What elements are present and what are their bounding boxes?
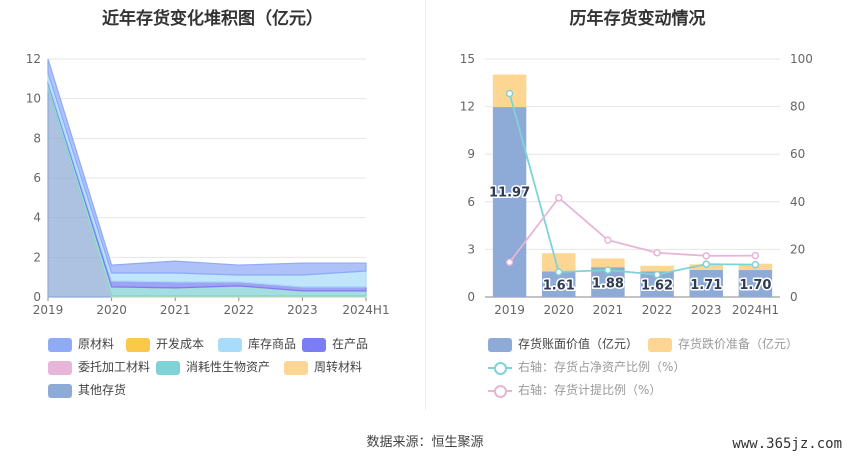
- legend-item-raw-materials[interactable]: 原材料: [48, 336, 114, 352]
- y-right-tick-label: 60: [790, 147, 805, 161]
- legend-swatch: [48, 383, 72, 398]
- line-point: [751, 251, 760, 260]
- bar-value-label: 1.70: [739, 278, 771, 293]
- bar-book-value: [689, 269, 723, 297]
- x-tick-label: 2022: [642, 303, 673, 317]
- area-series: [47, 58, 367, 276]
- bar-impairment: [591, 258, 625, 268]
- left-chart-panel: 近年存货变化堆积图（亿元） 0 2 4 6 8 10 12 2019 2020 2021 2022 2…: [0, 0, 425, 420]
- bar-value-label-halo: 1.62: [641, 278, 673, 293]
- bar-impairment: [542, 253, 576, 272]
- bar-book-value: [738, 270, 773, 297]
- line-series: [508, 196, 756, 263]
- y-tick-label: 4: [33, 211, 41, 225]
- line-point: [505, 258, 514, 267]
- y-right-tick-label: 80: [790, 100, 805, 114]
- line-series: [508, 93, 756, 276]
- x-tick-label: 2024H1: [342, 303, 389, 317]
- panel-divider: [425, 0, 426, 410]
- legend-swatch: [488, 337, 512, 352]
- bar-value-label-halo: 1.61: [543, 279, 575, 294]
- bar-value-label-halo: 11.97: [489, 186, 530, 201]
- bar-value-label: 1.62: [641, 278, 673, 293]
- y-left-tick-label: 9: [467, 147, 475, 161]
- y-right-tick-label: 20: [790, 242, 805, 256]
- x-tick-label: 2021: [593, 303, 624, 317]
- y-left-tick-label: 3: [467, 242, 475, 256]
- bar-value-label: 1.71: [690, 278, 722, 293]
- legend-item-impairment[interactable]: 存货跌价准备（亿元）: [648, 336, 798, 352]
- y-right-tick-label: 100: [790, 52, 813, 66]
- legend-item-development-cost[interactable]: 开发成本: [126, 336, 204, 352]
- y-tick-label: 10: [26, 92, 41, 106]
- y-tick-label: 2: [33, 250, 41, 264]
- line-point: [555, 268, 563, 276]
- legend-item-consigned-processing[interactable]: 委托加工材料: [48, 359, 150, 375]
- line-point: [653, 248, 661, 257]
- bar-impairment: [640, 265, 674, 272]
- x-tick-label: 2019: [33, 303, 64, 317]
- line-point: [604, 236, 612, 244]
- y-tick-label: 8: [33, 131, 41, 145]
- bar-value-label: 11.97: [489, 186, 530, 201]
- legend-item-provision-ratio[interactable]: 右轴：存货计提比例（%）: [488, 382, 661, 398]
- line-point: [751, 260, 760, 269]
- line-point: [505, 89, 514, 98]
- x-tick-label: 2022: [224, 303, 255, 317]
- line-point: [702, 252, 710, 260]
- y-tick-label: 12: [26, 52, 41, 66]
- y-right-tick-label: 40: [790, 195, 805, 209]
- y-left-tick-label: 15: [460, 52, 475, 66]
- x-tick-label: 2023: [691, 303, 722, 317]
- legend-swatch: [48, 360, 72, 375]
- right-chart-title: 历年存货变动情况: [569, 9, 706, 29]
- legend-swatch: [126, 337, 150, 352]
- y-left-tick-label: 0: [467, 290, 475, 304]
- legend-item-turnover-materials[interactable]: 周转材料: [284, 359, 362, 375]
- legend-swatch: [48, 337, 72, 352]
- y-left-tick-label: 6: [467, 195, 475, 209]
- legend-line-marker: [488, 361, 512, 375]
- legend-item-biological-assets[interactable]: 消耗性生物资产: [156, 359, 270, 375]
- legend-swatch: [218, 337, 242, 352]
- y-tick-label: 6: [33, 171, 41, 185]
- legend-item-work-in-progress[interactable]: 在产品: [302, 336, 368, 352]
- legend-swatch: [648, 337, 672, 352]
- bar-value-label-halo: 1.70: [739, 278, 771, 293]
- left-chart-title: 近年存货变化堆积图（亿元）: [102, 9, 323, 29]
- x-tick-label: 2023: [287, 303, 318, 317]
- legend-swatch: [284, 360, 308, 375]
- x-tick-label: 2020: [543, 303, 574, 317]
- line-point: [555, 194, 563, 202]
- legend-item-finished-goods[interactable]: 库存商品: [218, 336, 296, 352]
- line-point: [604, 266, 612, 274]
- legend-item-book-value[interactable]: 存货账面价值（亿元）: [488, 336, 638, 352]
- line-point: [702, 260, 710, 268]
- x-tick-label: 2021: [160, 303, 191, 317]
- site-watermark: www.365jz.com: [732, 436, 842, 452]
- y-left-tick-label: 12: [460, 100, 475, 114]
- bar-value-label-halo: 1.88: [592, 277, 624, 292]
- data-source-note: 数据来源：恒生聚源: [366, 435, 484, 450]
- legend-item-net-asset-ratio[interactable]: 右轴：存货占净资产比例（%）: [488, 359, 685, 375]
- inventory-bar-line-chart: 0 0 3 20 6 40 9 60 12 80 15 100 2019 2020 2021 2022 2023…: [460, 52, 813, 317]
- legend-line-marker: [488, 384, 512, 398]
- y-tick-label: 0: [33, 290, 41, 304]
- x-tick-label: 2024H1: [732, 303, 779, 317]
- y-right-tick-label: 0: [790, 290, 798, 304]
- legend-item-other-inventory[interactable]: 其他存货: [48, 382, 126, 398]
- bar-value-label-halo: 1.71: [690, 278, 722, 293]
- x-tick-label: 2020: [96, 303, 127, 317]
- right-chart-panel: 历年存货变动情况 0 0 3 20 6 40 9 60 12 80 15 100 2019 2020 202…: [425, 0, 850, 420]
- line-point: [653, 270, 661, 279]
- legend-swatch: [302, 337, 326, 352]
- bar-value-label: 1.61: [543, 279, 575, 294]
- x-tick-label: 2019: [494, 303, 525, 317]
- legend-swatch: [156, 360, 180, 375]
- bar-value-label: 1.88: [592, 277, 624, 292]
- stacked-area-chart: 0 2 4 6 8 10 12 2019 2020 2021 2022 2023 2024H1: [26, 52, 390, 317]
